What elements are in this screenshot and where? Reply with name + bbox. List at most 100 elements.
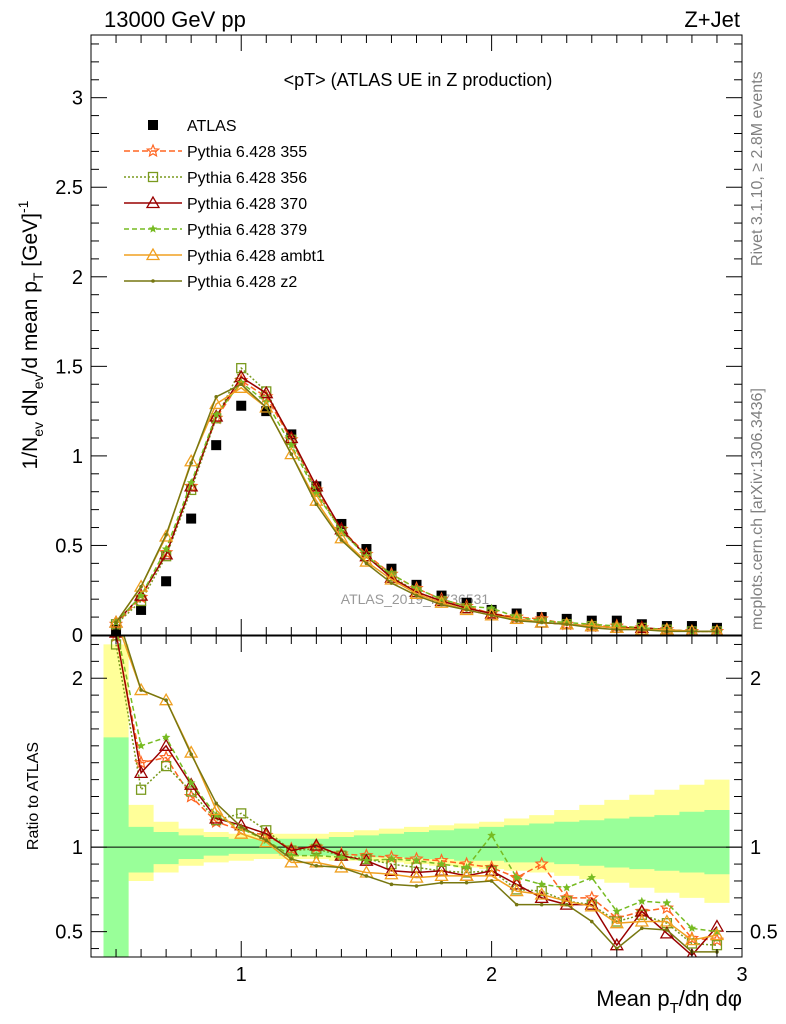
legend-entry: Pythia 6.428 379 <box>124 222 307 239</box>
main-point <box>539 620 544 625</box>
ratio-point <box>135 784 147 795</box>
ratio-point <box>364 874 369 878</box>
main-point <box>158 529 174 542</box>
ratio-point <box>609 915 624 929</box>
main-point <box>514 618 519 623</box>
legend-entry: Pythia 6.428 370 <box>124 195 307 213</box>
ratio-series-2 <box>108 636 725 957</box>
ratio-y-tick-label-right: 1 <box>750 837 761 859</box>
ratio-point <box>637 896 647 905</box>
x-axis-label: Mean pT/dη dφ <box>596 986 742 1017</box>
ratio-point <box>158 750 174 764</box>
ratio-point <box>659 900 675 915</box>
main-point <box>409 586 424 599</box>
main-point <box>209 409 224 422</box>
ratio-point <box>459 868 474 882</box>
ratio-point <box>389 882 394 887</box>
main-point <box>487 603 496 612</box>
ratio-series-5 <box>123 636 719 954</box>
ratio-point <box>186 778 196 787</box>
ratio-point <box>437 859 446 868</box>
ratio-point <box>534 890 549 904</box>
main-point <box>186 478 196 487</box>
main-point <box>214 394 218 399</box>
legend-entry: Pythia 6.428 356 <box>124 170 307 187</box>
ratio-point <box>337 852 346 861</box>
main-series-6 <box>114 382 719 634</box>
ratio-point <box>709 927 725 941</box>
ratio-point <box>184 745 199 758</box>
ratio-point <box>487 830 496 839</box>
legend-label: ATLAS <box>187 118 237 135</box>
ratio-point <box>534 856 549 871</box>
ratio-point <box>133 755 149 769</box>
legend-entry: Pythia 6.428 z2 <box>124 274 297 291</box>
ratio-y-tick-label: 0.5 <box>55 922 83 944</box>
main-point <box>161 544 171 553</box>
main-point <box>136 604 147 615</box>
legend-label: Pythia 6.428 379 <box>187 222 307 239</box>
ratio-point <box>384 866 399 880</box>
main-point <box>334 522 349 535</box>
main-point <box>259 385 274 399</box>
main-series-5 <box>108 380 724 635</box>
main-point <box>312 489 321 498</box>
ratio-point <box>562 883 571 892</box>
ratio-point <box>164 698 168 702</box>
ratio-point <box>214 801 218 806</box>
ratio-point <box>158 738 174 751</box>
main-point <box>236 400 247 411</box>
main-point <box>287 440 296 449</box>
legend: ATLAS Pythia 6.428 355 Pythia 6.428 356 Pyt… <box>124 118 325 291</box>
main-point <box>211 440 222 451</box>
main-point <box>484 606 499 619</box>
header-energy-label: 13000 GeV pp <box>104 7 246 32</box>
main-y-tick-label: 1.5 <box>55 356 83 378</box>
main-point <box>464 608 469 612</box>
mcplots-label: mcplots.cern.ch [arXiv:1306.3436] <box>749 388 766 630</box>
ratio-point <box>634 914 649 927</box>
ratio-point <box>612 906 622 915</box>
ratio-point <box>489 879 494 883</box>
ratio-point <box>362 856 371 865</box>
legend-marker <box>148 120 158 130</box>
ratio-y-tick-label-right: 0.5 <box>750 922 778 944</box>
ratio-point <box>160 760 172 772</box>
ratio-point <box>684 932 700 946</box>
ratio-point <box>412 856 421 865</box>
ratio-point <box>514 902 519 907</box>
ratio-point <box>209 811 224 824</box>
x-tick-label: 1 <box>236 964 247 986</box>
main-point <box>211 410 221 419</box>
ratio-point <box>589 919 594 924</box>
main-point <box>337 526 346 535</box>
main-y-tick-label: 3 <box>72 88 83 110</box>
ratio-point <box>509 877 524 890</box>
ratio-point <box>512 873 521 882</box>
ratio-point <box>537 879 546 888</box>
ratio-point <box>665 928 669 932</box>
main-point <box>509 611 524 625</box>
ratio-point <box>133 765 149 778</box>
legend-marker <box>151 279 155 283</box>
main-point <box>439 602 444 607</box>
main-point <box>164 532 168 537</box>
ratio-point <box>339 865 344 870</box>
ratio-point <box>387 854 396 863</box>
ratio-point <box>334 848 349 861</box>
ratio-point <box>686 938 698 949</box>
ratio-point <box>434 868 449 882</box>
ratio-point <box>686 948 698 957</box>
main-y-tick-label: 2 <box>72 267 83 289</box>
main-point <box>161 576 172 587</box>
ratio-point <box>659 914 675 927</box>
main-y-axis-label: 1/Nev dNev/d mean pT [GeV]-1 <box>15 200 46 469</box>
ratio-point <box>584 897 599 910</box>
legend-marker <box>147 171 159 183</box>
ratio-point <box>509 870 524 884</box>
ratio-point <box>615 946 619 951</box>
ratio-series-line-5 <box>123 636 717 953</box>
ratio-point <box>136 741 146 750</box>
ratio-point <box>261 825 272 836</box>
